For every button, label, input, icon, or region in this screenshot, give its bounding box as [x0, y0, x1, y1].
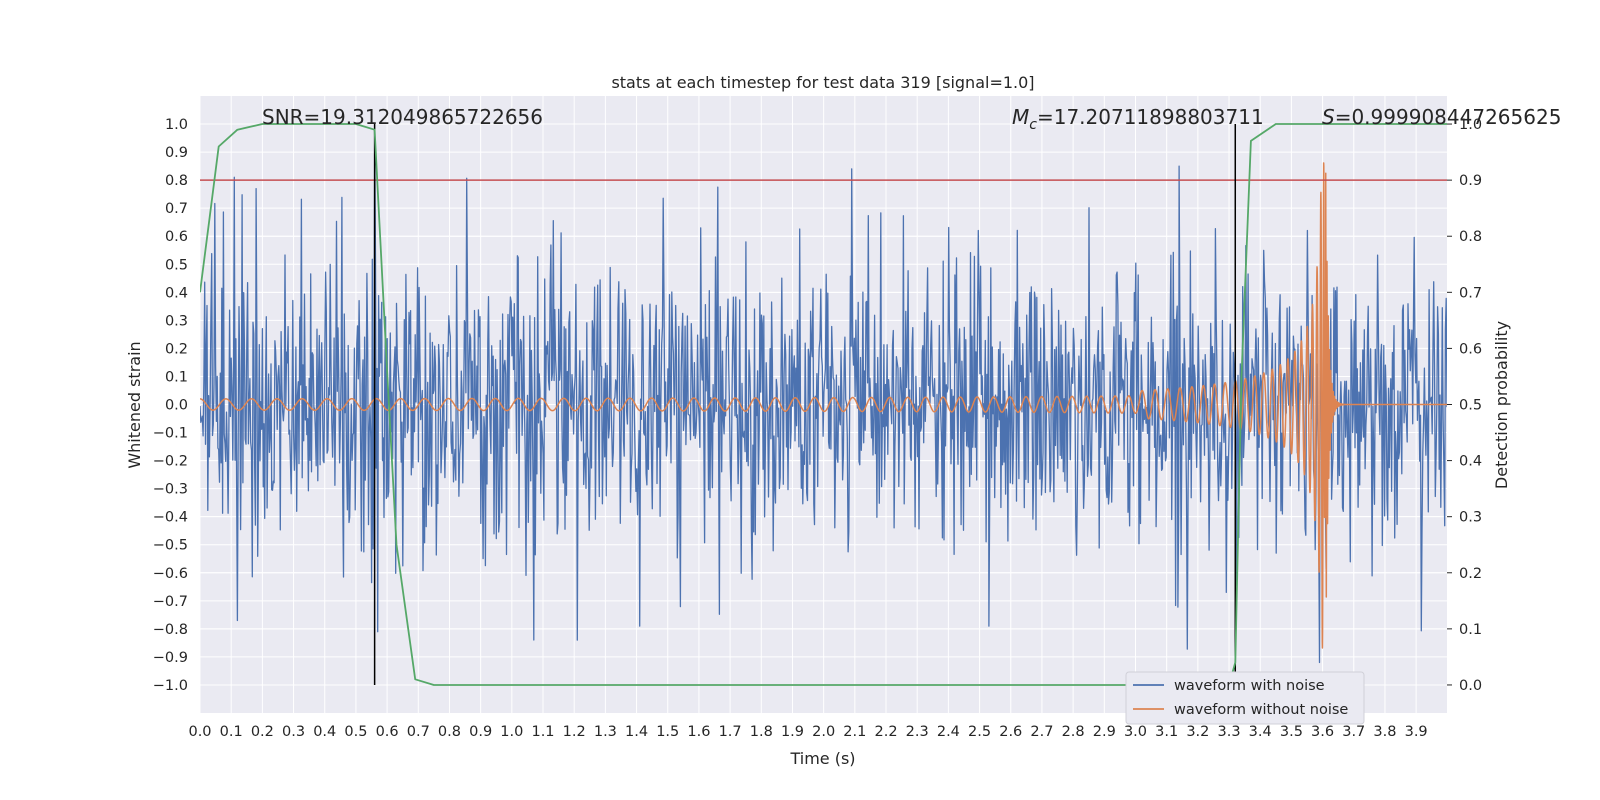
x-tick-label: 2.4 — [937, 724, 960, 740]
x-tick-label: 0.0 — [188, 724, 211, 740]
x-tick-label: 0.6 — [376, 724, 399, 740]
y-axis-label-right: Detection probability — [1492, 321, 1511, 489]
x-tick-label: 1.6 — [687, 724, 710, 740]
series-line-waveform-without-noise — [200, 162, 1447, 649]
x-tick-label: 0.5 — [344, 724, 367, 740]
y-tick-label-right: 1.0 — [1459, 117, 1482, 133]
y-tick-label: 0.1 — [165, 369, 188, 385]
x-tick-label: 0.7 — [407, 724, 430, 740]
snr-annotation: SNR=19.312049865722656 — [262, 105, 543, 129]
x-tick-label: 3.3 — [1218, 724, 1241, 740]
y-tick-label-right: 0.7 — [1459, 285, 1482, 301]
x-tick-label: 0.8 — [438, 724, 461, 740]
x-ticks: 0.0 0.1 0.2 0.3 0.4 0.5 0.6 0.7 0.8 0.9 1.0 1.1 1.2 1… — [188, 724, 1427, 740]
y-axis-label-left: Whitened strain — [125, 341, 144, 468]
s-annotation: S=0.999908447265625 — [1322, 105, 1561, 129]
x-tick-label: 2.2 — [874, 724, 897, 740]
y-tick-label: −0.4 — [153, 510, 188, 526]
y-tick-label: 0.9 — [165, 145, 188, 161]
y-tick-label: 0.8 — [165, 173, 188, 189]
x-tick-label: 0.2 — [251, 724, 274, 740]
x-tick-label: 2.6 — [999, 724, 1022, 740]
y-tick-label: 0.0 — [165, 398, 188, 414]
y-tick-label: 0.5 — [165, 257, 188, 273]
legend-label-waveform-with-noise: waveform with noise — [1174, 678, 1325, 694]
x-tick-label: 2.3 — [906, 724, 929, 740]
x-tick-label: 1.7 — [719, 724, 742, 740]
legend-box — [1125, 671, 1365, 725]
y-tick-label-right: 0.0 — [1459, 678, 1482, 694]
x-tick-label: 1.5 — [656, 724, 679, 740]
x-tick-label: 1.2 — [563, 724, 586, 740]
x-tick-label: 3.8 — [1373, 724, 1396, 740]
y-tick-label: −1.0 — [153, 678, 188, 694]
y-ticks-left: 1.0 0.9 0.8 0.7 0.6 0.5 0.4 0.3 0.2 0.1 0.0 −0.1 −0.… — [153, 117, 188, 694]
x-tick-label: 2.8 — [1062, 724, 1085, 740]
y-ticks-right: 1.0 0.9 0.8 0.7 0.6 0.5 0.4 0.3 0.2 0.1 0.0 — [1447, 117, 1482, 694]
y-tick-label: −0.8 — [153, 622, 188, 638]
mc-value: =17.20711898803711 — [1037, 105, 1264, 129]
y-tick-label: −0.5 — [153, 538, 188, 554]
s-value: =0.999908447265625 — [1335, 105, 1562, 129]
y-tick-label: −0.7 — [153, 594, 188, 610]
x-tick-label: 0.3 — [282, 724, 305, 740]
y-tick-label-right: 0.6 — [1459, 341, 1482, 357]
y-tick-label-right: 0.8 — [1459, 229, 1482, 245]
x-tick-label: 2.0 — [812, 724, 835, 740]
x-tick-label: 3.5 — [1280, 724, 1303, 740]
y-tick-label: 1.0 — [165, 117, 188, 133]
mc-symbol: M — [1012, 105, 1029, 129]
x-tick-label: 0.9 — [469, 724, 492, 740]
y-tick-label-right: 0.2 — [1459, 566, 1482, 582]
s-symbol: S — [1322, 105, 1335, 129]
x-tick-label: 1.1 — [531, 724, 554, 740]
x-tick-label: 2.5 — [968, 724, 991, 740]
y-tick-label: 0.4 — [165, 285, 188, 301]
y-tick-label-right: 0.3 — [1459, 510, 1482, 526]
y-tick-label: 0.3 — [165, 313, 188, 329]
y-tick-label: −0.6 — [153, 566, 188, 582]
x-tick-label: 2.1 — [843, 724, 866, 740]
x-tick-label: 3.6 — [1311, 724, 1334, 740]
chart-title: stats at each timestep for test data 319… — [611, 73, 1034, 92]
mc-subscript: c — [1029, 117, 1037, 133]
x-tick-label: 0.4 — [313, 724, 336, 740]
y-tick-label: −0.1 — [153, 426, 188, 442]
y-tick-label: −0.3 — [153, 482, 188, 498]
x-tick-label: 1.9 — [781, 724, 804, 740]
x-tick-label: 0.1 — [220, 724, 243, 740]
y-tick-label-right: 0.5 — [1459, 398, 1482, 414]
y-tick-label-right: 0.9 — [1459, 173, 1482, 189]
x-tick-label: 3.9 — [1405, 724, 1428, 740]
y-tick-label: 0.6 — [165, 229, 188, 245]
x-tick-label: 3.7 — [1342, 724, 1365, 740]
x-tick-label: 3.1 — [1155, 724, 1178, 740]
y-tick-label: 0.2 — [165, 341, 188, 357]
x-tick-label: 2.9 — [1093, 724, 1116, 740]
y-tick-label: 0.7 — [165, 201, 188, 217]
x-tick-label: 2.7 — [1030, 724, 1053, 740]
x-tick-label: 3.0 — [1124, 724, 1147, 740]
legend-label-waveform-without-noise: waveform without noise — [1174, 702, 1348, 718]
y-tick-label: −0.2 — [153, 454, 188, 470]
x-axis-label: Time (s) — [789, 749, 855, 768]
y-tick-label-right: 0.4 — [1459, 454, 1482, 470]
x-tick-label: 1.0 — [500, 724, 523, 740]
x-tick-label: 1.8 — [750, 724, 773, 740]
series-line-detection-probability — [200, 123, 1447, 686]
y-tick-label: −0.9 — [153, 650, 188, 666]
legend: waveform with noise waveform without noi… — [1125, 671, 1365, 725]
y-tick-label-right: 0.1 — [1459, 622, 1482, 638]
x-tick-label: 3.2 — [1186, 724, 1209, 740]
x-tick-label: 1.3 — [594, 724, 617, 740]
x-tick-label: 1.4 — [625, 724, 648, 740]
mc-annotation: Mc=17.20711898803711 — [1012, 105, 1264, 133]
x-tick-label: 3.4 — [1249, 724, 1272, 740]
